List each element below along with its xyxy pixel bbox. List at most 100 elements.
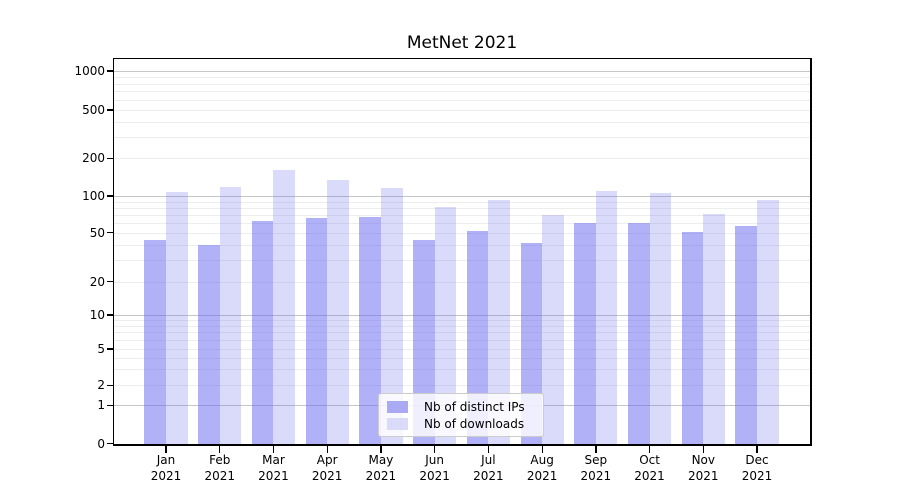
gridline-minor-7 [114,332,810,334]
legend-swatch-distinct-ips [387,400,408,413]
x-tick-label-jun: Jun 2021 [419,453,450,483]
bar-downloads-apr [327,180,349,444]
x-tick-label-oct: Oct 2021 [634,453,665,483]
gridline-major-100 [114,196,810,197]
y-tick-mark-5 [106,348,114,350]
gridline-minor-80 [114,207,810,209]
gridline-minor-200 [114,158,810,160]
gridline-minor-20 [114,281,810,283]
x-tick-mark-apr [326,445,328,453]
x-tick-mark-oct [648,445,651,453]
gridline-minor-700 [114,91,810,93]
bar-downloads-nov [703,214,725,444]
bar-downloads-aug [542,214,564,444]
x-tick-mark-jan [165,445,167,453]
y-tick-mark-1 [106,404,114,406]
x-tick-label-mar: Mar 2021 [258,453,289,483]
bar-downloads-jul [488,200,510,444]
gridline-minor-70 [114,214,810,216]
gridline-minor-50 [114,232,810,234]
bar-distinct-ips-nov [681,231,704,444]
y-tick-mark-50 [106,232,114,234]
x-tick-mark-sep [595,445,597,453]
x-tick-mark-jun [434,445,436,453]
x-tick-label-jul: Jul 2021 [473,453,504,483]
x-tick-mark-may [380,445,382,453]
bar-downloads-oct [649,193,672,444]
gridline-minor-5 [114,349,810,350]
bar-downloads-jan [166,191,188,444]
legend-label-downloads: Nb of downloads [424,416,525,431]
legend: Nb of distinct IPs Nb of downloads [378,393,544,437]
y-tick-mark-1000 [106,70,114,72]
gridline-minor-9 [114,320,810,322]
bar-distinct-ips-mar [251,221,274,444]
y-tick-mark-0 [106,442,114,445]
y-tick-label-0: 0 [97,436,105,451]
x-tick-mark-nov [702,445,704,453]
y-tick-label-200: 200 [82,151,105,166]
bar-distinct-ips-sep [574,223,596,444]
bar-distinct-ips-dec [735,225,758,444]
x-tick-mark-mar [272,445,275,453]
gridline-minor-3 [114,369,810,371]
y-tick-label-1000: 1000 [74,64,105,78]
x-tick-label-sep: Sep 2021 [580,453,612,483]
gridline-minor-300 [114,136,810,138]
bar-distinct-ips-may [359,217,381,444]
bar-distinct-ips-apr [305,218,328,444]
x-tick-label-feb: Feb 2021 [204,453,235,483]
y-tick-mark-200 [106,157,114,159]
bar-downloads-dec [757,199,779,444]
x-tick-mark-feb [219,445,221,453]
gridline-minor-6 [114,340,810,342]
legend-row-distinct-ips: Nb of distinct IPs [387,400,535,414]
y-tick-label-100: 100 [82,189,105,203]
bar-distinct-ips-jan [144,239,166,444]
y-tick-mark-10 [106,314,114,316]
x-tick-mark-aug [541,445,543,453]
x-tick-label-nov: Nov 2021 [688,453,719,483]
gridline-major-1000 [114,71,810,72]
bar-distinct-ips-feb [198,244,220,444]
gridline-minor-500 [114,110,810,111]
y-tick-mark-500 [106,109,114,111]
gridline-major-10 [114,315,810,316]
gridline-minor-8 [114,325,810,327]
y-tick-label-10: 10 [89,308,105,322]
y-tick-mark-2 [106,384,114,386]
y-tick-label-5: 5 [97,342,105,356]
x-tick-mark-dec [756,445,758,453]
gridline-minor-2 [114,385,810,387]
legend-swatch-downloads [387,417,408,430]
gridline-minor-900 [114,76,810,78]
bar-distinct-ips-oct [627,223,650,444]
y-tick-label-500: 500 [82,103,105,117]
x-tick-label-aug: Aug 2021 [526,453,558,483]
x-tick-label-jan: Jan 2021 [150,453,182,483]
y-tick-mark-100 [106,195,114,197]
y-tick-label-50: 50 [89,225,105,240]
bar-distinct-ips-jun [413,239,435,444]
y-tick-mark-20 [106,281,114,283]
gridline-minor-40 [114,244,810,246]
x-tick-label-dec: Dec 2021 [741,453,773,483]
bar-downloads-mar [273,170,296,444]
y-tick-label-2: 2 [97,378,105,393]
gridline-minor-30 [114,260,810,262]
bar-downloads-sep [595,190,618,444]
spine-top [112,57,812,59]
spine-right [810,57,812,446]
x-tick-mark-jul [487,445,490,453]
y-tick-label-1: 1 [97,398,105,413]
bar-distinct-ips-jul [466,230,489,444]
legend-row-downloads: Nb of downloads [387,417,535,431]
gridline-minor-400 [114,121,810,123]
gridline-minor-800 [114,83,810,85]
bar-downloads-feb [219,186,242,444]
chart-title: MetNet 2021 [406,33,518,53]
legend-label-distinct-ips: Nb of distinct IPs [424,399,525,414]
bar-downloads-jun [434,206,457,444]
plot-area [114,59,810,444]
